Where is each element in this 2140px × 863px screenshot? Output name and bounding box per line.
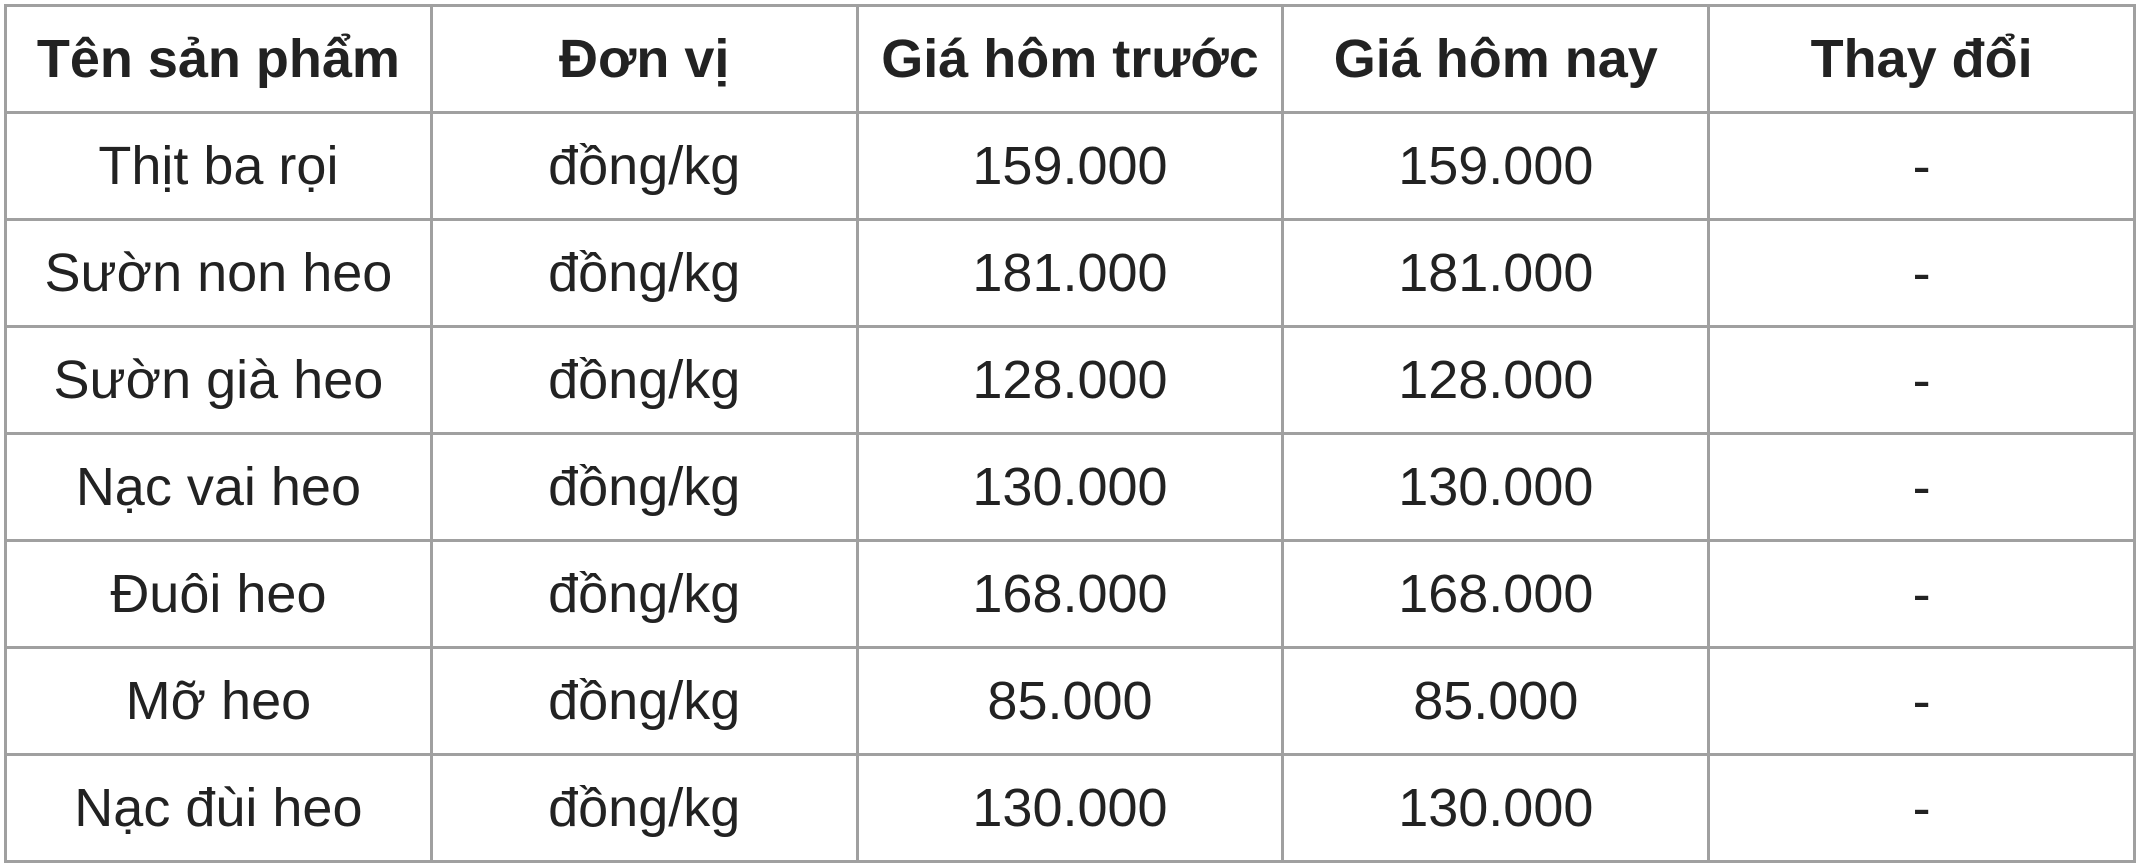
- header-product-name: Tên sản phẩm: [4, 4, 433, 114]
- cell-today-price: 130.000: [1281, 753, 1711, 863]
- table-row: Thịt ba rọi đồng/kg 159.000 159.000-: [4, 111, 2136, 221]
- cell-today-price: 181.000: [1281, 218, 1711, 328]
- cell-unit: đồng/kg: [429, 753, 859, 863]
- cell-previous-price: 159.000: [855, 111, 1285, 221]
- table-row: Nạc vai heo đồng/kg 130.000 130.000-: [4, 432, 2136, 542]
- cell-change: -: [1707, 753, 2136, 863]
- cell-today-price: 168.000: [1281, 539, 1711, 649]
- header-unit: Đơn vị: [429, 4, 859, 114]
- cell-unit: đồng/kg: [429, 432, 859, 542]
- cell-change: -: [1707, 111, 2136, 221]
- cell-change: -: [1707, 539, 2136, 649]
- cell-previous-price: 168.000: [855, 539, 1285, 649]
- cell-product-name: Đuôi heo: [4, 539, 433, 649]
- cell-previous-price: 130.000: [855, 432, 1285, 542]
- cell-today-price: 159.000: [1281, 111, 1711, 221]
- table-row: Nạc đùi heo đồng/kg 130.000 130.000-: [4, 753, 2136, 863]
- cell-previous-price: 85.000: [855, 646, 1285, 756]
- cell-product-name: Nạc đùi heo: [4, 753, 433, 863]
- cell-today-price: 130.000: [1281, 432, 1711, 542]
- price-table: Tên sản phẩm Đơn vị Giá hôm trước Giá hô…: [4, 4, 2136, 863]
- cell-product-name: Mỡ heo: [4, 646, 433, 756]
- header-today-price: Giá hôm nay: [1281, 4, 1711, 114]
- table-row: Sườn non heo đồng/kg 181.000 181.000-: [4, 218, 2136, 328]
- cell-product-name: Thịt ba rọi: [4, 111, 433, 221]
- header-change: Thay đổi: [1707, 4, 2136, 114]
- cell-today-price: 128.000: [1281, 325, 1711, 435]
- cell-unit: đồng/kg: [429, 539, 859, 649]
- cell-product-name: Nạc vai heo: [4, 432, 433, 542]
- header-previous-price: Giá hôm trước: [855, 4, 1285, 114]
- cell-change: -: [1707, 325, 2136, 435]
- cell-today-price: 85.000: [1281, 646, 1711, 756]
- cell-product-name: Sườn non heo: [4, 218, 433, 328]
- table-row: Mỡ heo đồng/kg 85.000 85.000-: [4, 646, 2136, 756]
- cell-previous-price: 181.000: [855, 218, 1285, 328]
- cell-previous-price: 130.000: [855, 753, 1285, 863]
- cell-change: -: [1707, 646, 2136, 756]
- cell-previous-price: 128.000: [855, 325, 1285, 435]
- table-row: Sườn già heo đồng/kg 128.000 128.000-: [4, 325, 2136, 435]
- cell-unit: đồng/kg: [429, 111, 859, 221]
- header-row: Tên sản phẩm Đơn vị Giá hôm trước Giá hô…: [4, 4, 2136, 114]
- cell-unit: đồng/kg: [429, 218, 859, 328]
- cell-product-name: Sườn già heo: [4, 325, 433, 435]
- cell-change: -: [1707, 432, 2136, 542]
- cell-change: -: [1707, 218, 2136, 328]
- table-row: Đuôi heo đồng/kg 168.000 168.000-: [4, 539, 2136, 649]
- cell-unit: đồng/kg: [429, 646, 859, 756]
- cell-unit: đồng/kg: [429, 325, 859, 435]
